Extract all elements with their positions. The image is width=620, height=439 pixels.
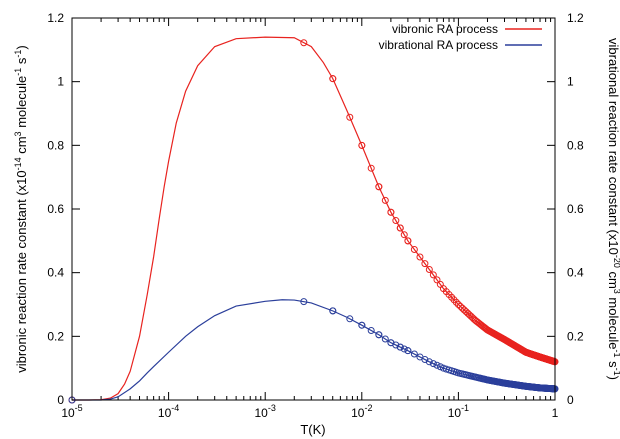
y-tick-label-right: 1: [567, 75, 574, 89]
data-point-vibronic: [429, 271, 437, 279]
y-tick-label-left: 0.2: [47, 329, 64, 343]
y-axis-label-left: vibronic reaction rate constant (x10-14 …: [13, 45, 29, 372]
data-point-vibronic: [387, 208, 395, 216]
data-point-vibronic: [381, 196, 389, 204]
data-point-vibronic: [300, 39, 308, 47]
data-point-vibronic: [358, 141, 366, 149]
data-point-vibrational: [410, 350, 418, 358]
data-point-vibrational: [425, 358, 433, 366]
data-point-vibronic: [425, 265, 433, 273]
series-line-vibronic: [72, 36, 556, 401]
tick-labels: 10-5 10-4 10-3 10-2 10-1 10 00.2 0.20.4 0.40.6 0.…: [47, 11, 584, 420]
data-point-vibrational: [375, 331, 383, 339]
data-point-vibronic: [367, 164, 375, 172]
data-point-vibrational: [429, 360, 437, 368]
series-vibrational: [68, 298, 559, 404]
data-point-vibronic: [450, 296, 458, 304]
y-tick-label-right: 0.4: [567, 266, 584, 280]
series-layer: [68, 36, 559, 404]
x-tick-label: 10-5: [61, 403, 82, 420]
legend-label-vibronic: vibronic RA process: [392, 22, 498, 36]
x-tick-label: 10-1: [448, 403, 469, 420]
data-point-vibronic: [416, 253, 424, 261]
data-point-vibronic: [452, 298, 460, 306]
y-tick-label-left: 0: [57, 393, 64, 407]
plot-frame: [71, 17, 556, 401]
y-tick-label-left: 1.2: [47, 11, 64, 25]
data-point-vibronic: [392, 217, 400, 225]
y-tick-label-left: 0.4: [47, 266, 64, 280]
y-tick-label-left: 1: [57, 75, 64, 89]
data-point-vibronic: [404, 237, 412, 245]
data-point-vibronic: [433, 276, 441, 284]
data-point-vibronic: [454, 301, 462, 308]
x-tick-label: 1: [552, 406, 559, 420]
x-tick-label: 10-4: [158, 403, 179, 420]
data-point-vibrational: [433, 361, 441, 369]
y-tick-label-left: 0.6: [47, 202, 64, 216]
data-point-vibronic: [329, 75, 337, 83]
legend-label-vibrational: vibrational RA process: [379, 38, 498, 52]
data-point-vibrational: [300, 298, 308, 306]
data-point-vibrational: [381, 335, 389, 343]
y-tick-label-left: 0.8: [47, 138, 64, 152]
axis-ticks: [71, 17, 556, 401]
y-tick-label-right: 0.6: [567, 202, 584, 216]
data-point-vibronic: [456, 302, 464, 310]
data-point-vibrational: [329, 307, 337, 315]
y-tick-label-right: 0.8: [567, 138, 584, 152]
x-tick-label: 10-2: [351, 403, 372, 420]
data-point-vibronic: [375, 183, 383, 191]
data-point-vibronic: [421, 260, 429, 268]
data-point-vibronic: [346, 113, 354, 121]
data-point-vibronic: [396, 224, 404, 232]
series-line-vibrational: [72, 299, 556, 401]
data-point-vibronic: [400, 231, 408, 239]
data-point-vibrational: [346, 315, 354, 323]
y-axis-label-right: vibrational reaction rate constant (x10-…: [606, 38, 620, 380]
y-tick-label-right: 0: [567, 393, 574, 407]
y-tick-label-right: 0.2: [567, 329, 584, 343]
data-point-vibronic: [410, 245, 418, 253]
data-point-vibrational: [400, 345, 408, 353]
x-axis-label: T(K): [300, 422, 325, 437]
legend: vibronic RA process vibrational RA proce…: [379, 22, 542, 52]
x-tick-label: 10-3: [255, 403, 276, 420]
data-point-vibrational: [396, 343, 404, 351]
data-point-vibrational: [392, 341, 400, 349]
data-point-vibrational: [358, 321, 366, 329]
series-vibronic: [68, 36, 559, 404]
data-point-vibrational: [367, 326, 375, 334]
data-point-vibrational: [404, 347, 412, 355]
y-tick-label-right: 1.2: [567, 11, 584, 25]
